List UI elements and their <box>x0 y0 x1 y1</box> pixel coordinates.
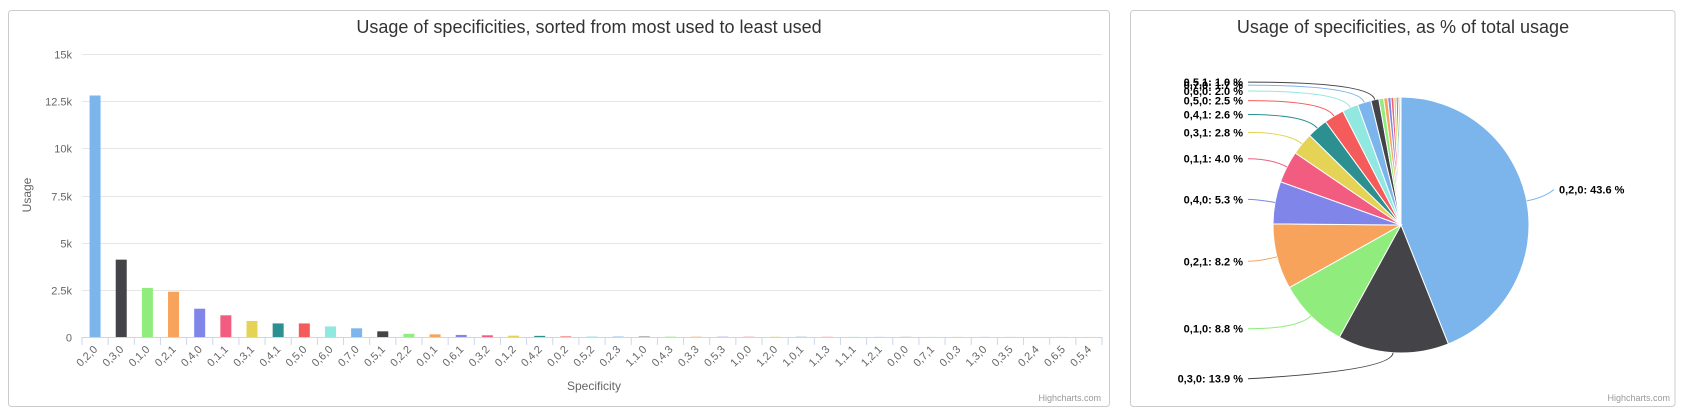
bar-y-tick-label: 2.5k <box>51 286 72 298</box>
pie-chart-panel: Usage of specificities, as % of total us… <box>1131 11 1676 407</box>
pie-data-label: 0,2,1: 8.2 % <box>1184 256 1244 268</box>
pie-chart-title: Usage of specificities, as % of total us… <box>1237 17 1569 37</box>
bar[interactable] <box>403 334 414 337</box>
bar[interactable] <box>220 315 231 337</box>
bar[interactable] <box>247 321 258 337</box>
bar[interactable] <box>508 336 519 337</box>
bar[interactable] <box>116 260 127 337</box>
bar-chart-x-axis-title: Specificity <box>567 379 621 393</box>
pie-data-label: 0,3,1: 2.8 % <box>1184 127 1244 139</box>
bar[interactable] <box>456 335 467 337</box>
bar[interactable] <box>142 288 153 337</box>
bar[interactable] <box>430 334 441 337</box>
bar[interactable] <box>482 335 493 337</box>
bar-y-tick-label: 5k <box>60 239 72 251</box>
bar[interactable] <box>560 336 571 337</box>
bar[interactable] <box>377 331 388 337</box>
pie-data-label: 0,4,1: 2.6 % <box>1184 110 1244 122</box>
pie-data-label: 0,2,0: 43.6 % <box>1559 185 1625 197</box>
bar-y-tick-label: 12.5k <box>45 97 72 109</box>
pie-chart-credits[interactable]: Highcharts.com <box>1607 393 1670 403</box>
bar-chart-y-axis-title: Usage <box>20 177 34 212</box>
bar-y-tick-label: 15k <box>54 50 72 62</box>
pie-data-label: 0,5,1: 1.0 % <box>1184 77 1244 89</box>
bar[interactable] <box>351 328 362 337</box>
bar[interactable] <box>325 326 336 337</box>
bar[interactable] <box>90 96 101 337</box>
bar-y-tick-label: 7.5k <box>51 192 72 204</box>
pie-data-label: 0,3,0: 13.9 % <box>1178 374 1244 386</box>
bar-chart-panel: Usage of specificities, sorted from most… <box>9 11 1110 407</box>
bar-chart-credits[interactable]: Highcharts.com <box>1038 393 1101 403</box>
pie-data-label: 0,4,0: 5.3 % <box>1184 194 1244 206</box>
bar[interactable] <box>534 336 545 337</box>
bar-chart-title: Usage of specificities, sorted from most… <box>356 17 821 37</box>
bar[interactable] <box>299 323 310 337</box>
bar[interactable] <box>194 309 205 337</box>
bar[interactable] <box>168 292 179 337</box>
pie-data-label: 0,1,1: 4.0 % <box>1184 154 1244 166</box>
pie-chart-slices <box>1273 97 1529 353</box>
bar[interactable] <box>273 323 284 337</box>
bar-y-tick-label: 10k <box>54 144 72 156</box>
bar-y-tick-label: 0 <box>66 333 72 345</box>
pie-data-label: 0,1,0: 8.8 % <box>1184 324 1244 336</box>
